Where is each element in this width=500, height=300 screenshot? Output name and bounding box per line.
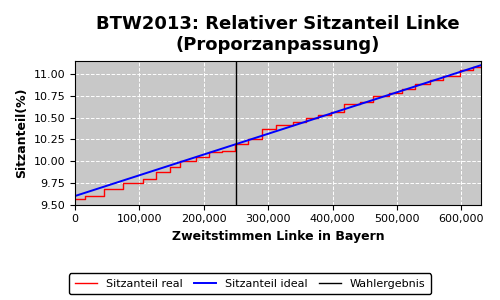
Sitzanteil ideal — [314, 116, 320, 120]
Sitzanteil ideal — [264, 132, 270, 136]
Sitzanteil real — [370, 94, 376, 98]
Sitzanteil ideal — [267, 131, 273, 135]
Title: BTW2013: Relativer Sitzanteil Linke
(Proporzanpassung): BTW2013: Relativer Sitzanteil Linke (Pro… — [96, 15, 460, 54]
Sitzanteil ideal — [72, 194, 78, 198]
Sitzanteil real — [152, 177, 158, 180]
Sitzanteil real — [72, 197, 78, 200]
Sitzanteil ideal — [404, 87, 410, 91]
Sitzanteil ideal — [478, 64, 484, 67]
Line: Sitzanteil real: Sitzanteil real — [75, 65, 480, 199]
X-axis label: Zweitstimmen Linke in Bayern: Zweitstimmen Linke in Bayern — [172, 230, 384, 243]
Sitzanteil real — [82, 194, 87, 198]
Sitzanteil real — [120, 181, 126, 185]
Sitzanteil ideal — [468, 67, 474, 70]
Y-axis label: Sitzanteil(%): Sitzanteil(%) — [15, 88, 28, 178]
Line: Sitzanteil ideal: Sitzanteil ideal — [75, 65, 480, 196]
Sitzanteil real — [478, 64, 484, 67]
Sitzanteil real — [290, 120, 296, 124]
Sitzanteil real — [193, 159, 199, 163]
Sitzanteil ideal — [292, 124, 298, 127]
Legend: Sitzanteil real, Sitzanteil ideal, Wahlergebnis: Sitzanteil real, Sitzanteil ideal, Wahle… — [69, 273, 431, 294]
